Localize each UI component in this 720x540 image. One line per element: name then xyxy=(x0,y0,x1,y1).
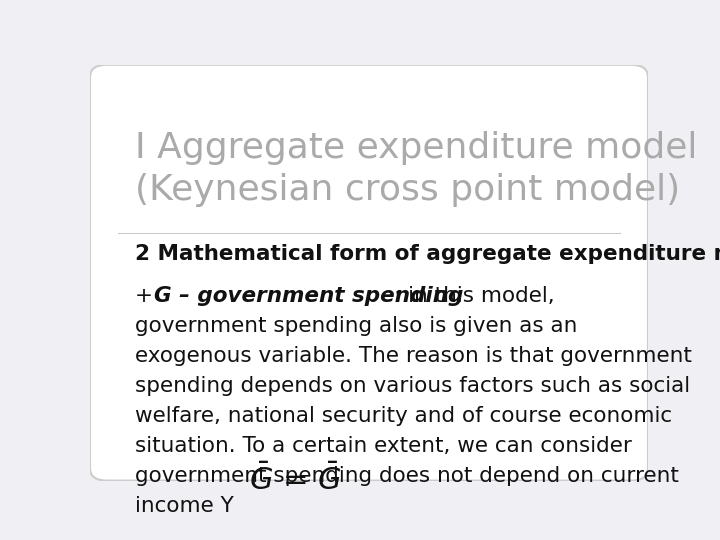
Text: I Aggregate expenditure model
(Keynesian cross point model): I Aggregate expenditure model (Keynesian… xyxy=(135,131,697,207)
Text: income Y: income Y xyxy=(135,496,233,516)
Text: welfare, national security and of course economic: welfare, national security and of course… xyxy=(135,406,672,426)
Text: government spending does not depend on current: government spending does not depend on c… xyxy=(135,465,678,485)
Text: : in this model,: : in this model, xyxy=(394,286,554,306)
Text: +: + xyxy=(135,286,160,306)
Text: exogenous variable. The reason is that government: exogenous variable. The reason is that g… xyxy=(135,346,691,366)
Text: 2 Mathematical form of aggregate expenditure model: 2 Mathematical form of aggregate expendi… xyxy=(135,244,720,264)
FancyBboxPatch shape xyxy=(90,65,648,481)
Text: situation. To a certain extent, we can consider: situation. To a certain extent, we can c… xyxy=(135,436,631,456)
Text: $\bar{G}$ = $\bar{G}$: $\bar{G}$ = $\bar{G}$ xyxy=(249,463,342,496)
Text: spending depends on various factors such as social: spending depends on various factors such… xyxy=(135,376,690,396)
Text: government spending also is given as an: government spending also is given as an xyxy=(135,316,577,336)
Text: G – government spending: G – government spending xyxy=(154,286,463,306)
